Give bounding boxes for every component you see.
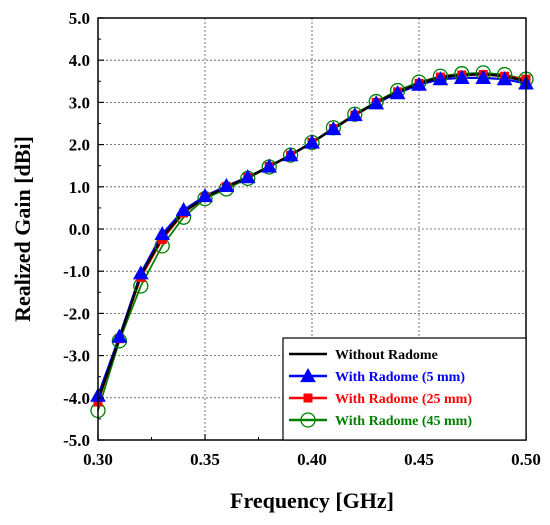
- data-point: [282, 147, 299, 162]
- data-point: [325, 120, 342, 136]
- y-tick-label: -1.0: [63, 262, 90, 281]
- legend-marker: [300, 412, 316, 428]
- legend-label: With Radome (45 mm): [335, 414, 472, 429]
- data-point: [368, 95, 385, 110]
- legend-marker: [300, 367, 316, 383]
- y-tick-label: -2.0: [63, 304, 90, 323]
- data-point: [197, 188, 213, 203]
- x-tick-label: 0.45: [404, 450, 434, 469]
- y-tick-label: -4.0: [63, 389, 90, 408]
- y-tick-label: 2.0: [69, 136, 90, 155]
- y-tick-label: -3.0: [63, 347, 90, 366]
- legend: Without Radome With Radome (5 mm) With Rad…: [282, 337, 527, 441]
- legend-label: Without Radome: [335, 348, 438, 363]
- data-point: [132, 265, 149, 280]
- y-tick-label: 4.0: [69, 51, 90, 70]
- data-point: [111, 328, 128, 343]
- x-tick-label: 0.35: [190, 450, 220, 469]
- x-tick-label: 0.50: [511, 450, 541, 469]
- y-tick-label: -5.0: [63, 431, 90, 450]
- y-tick-label: 3.0: [69, 93, 90, 112]
- data-point: [261, 158, 278, 173]
- data-point: [154, 226, 171, 241]
- data-point: [411, 76, 427, 91]
- data-point: [389, 85, 406, 100]
- y-tick-label: 0.0: [69, 220, 90, 239]
- x-tick-label: 0.40: [297, 450, 327, 469]
- data-point: [496, 71, 513, 86]
- data-point: [475, 69, 492, 85]
- y-axis-title: Realized Gain [dBi]: [10, 136, 35, 322]
- data-point: [453, 69, 470, 85]
- data-point: [175, 201, 192, 217]
- legend-label: With Radome (25 mm): [335, 392, 472, 407]
- y-tick-label: 5.0: [69, 9, 90, 28]
- data-point: [218, 177, 235, 193]
- data-point: [432, 71, 449, 86]
- x-axis-title: Frequency [GHz]: [230, 488, 394, 513]
- legend-label: With Radome (5 mm): [335, 370, 465, 385]
- data-point: [346, 107, 363, 122]
- axis-ticks: 0.30 0.35 0.40 0.45 0.50 -5.0 -4.0 -3.0 -2.0 -1.0…: [63, 9, 541, 469]
- legend-marker: [303, 393, 313, 403]
- x-tick-label: 0.30: [83, 450, 113, 469]
- data-point: [239, 169, 256, 184]
- data-point: [304, 134, 320, 149]
- y-tick-label: 1.0: [69, 178, 90, 197]
